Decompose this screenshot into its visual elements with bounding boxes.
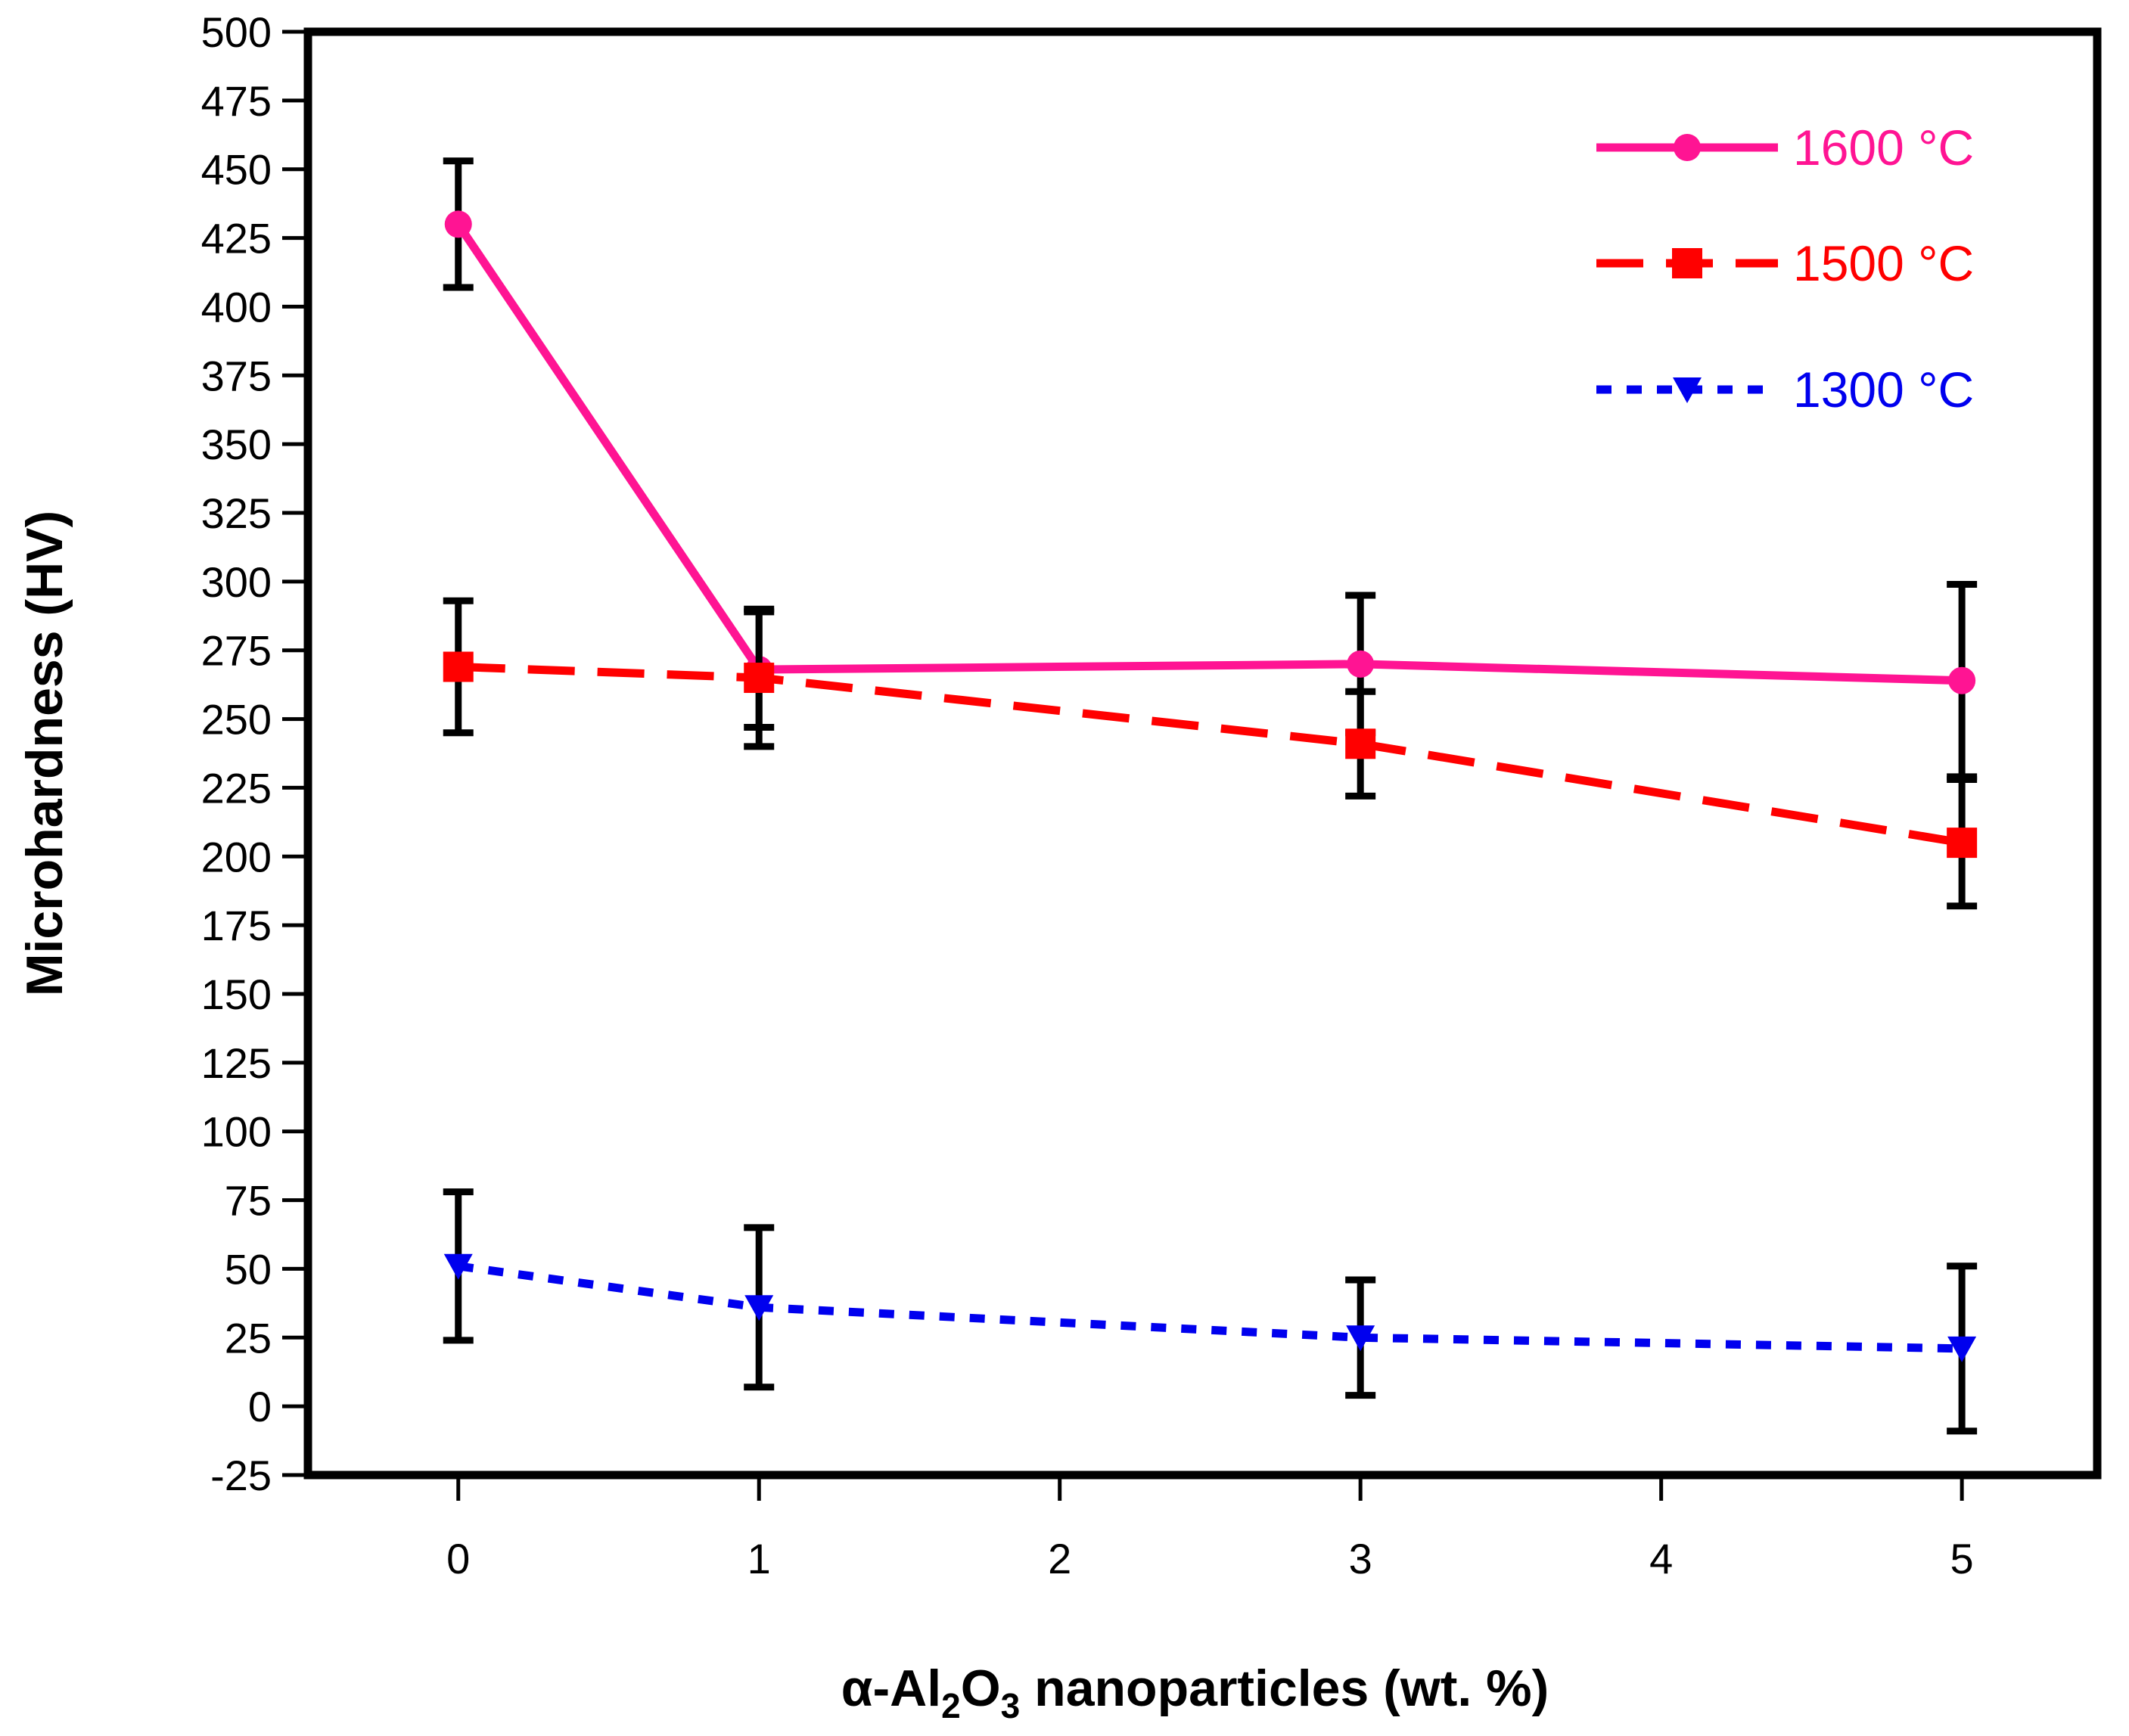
y-tick-label: 500 [201,8,272,56]
data-point [443,651,474,682]
x-tick-label: 4 [1649,1535,1673,1582]
plot-frame [303,27,2102,1480]
y-tick-label: 200 [201,833,272,880]
series-line [457,1262,1963,1353]
y-axis-title: Microhardness (HV) [16,511,73,996]
y-tick-label: 25 [225,1314,272,1362]
y-tick-label: 425 [201,215,272,262]
data-point [1346,1325,1375,1352]
legend-label: 1300 °C [1793,362,1974,418]
x-tick-label: 1 [747,1535,771,1582]
y-tick-label: 125 [201,1039,272,1087]
data-point [1947,828,1978,859]
y-tick-label: 350 [201,421,272,468]
series-line [458,663,1963,847]
legend-item: 1500 °C [1596,235,1974,291]
series-2 [443,1188,1978,1435]
y-tick-label: 475 [201,77,272,125]
y-tick-label: 50 [225,1245,272,1293]
x-axis-title: α-Al2O3 nanoparticles (wt. %) [841,1660,1549,1725]
x-axis: 0 1 2 3 4 5 [446,1475,1974,1582]
y-tick-label: 375 [201,352,272,399]
y-tick-label: 250 [201,696,272,744]
legend-marker [1674,134,1701,161]
data-point [1947,1336,1977,1362]
y-tick-label: -25 [210,1452,272,1499]
data-point [443,1253,473,1280]
data-point [1948,666,1976,694]
x-title-part: O [961,1660,1001,1717]
y-tick-label: 275 [201,627,272,675]
data-point [1347,650,1375,678]
x-tick-label: 3 [1349,1535,1372,1582]
x-title-part: α-Al [841,1660,941,1717]
y-tick-label: 0 [248,1383,272,1430]
legend-marker [1673,377,1702,403]
legend-item: 1600 °C [1596,120,1974,175]
y-tick-label: 450 [201,146,272,194]
series-layer [443,157,1978,1435]
x-tick-label: 5 [1950,1535,1974,1582]
x-title-part: nanoparticles (wt. %) [1020,1660,1549,1717]
legend-marker [1672,248,1702,278]
x-title-part: 2 [941,1686,961,1725]
y-tick-label: 100 [201,1108,272,1156]
y-tick-label: 225 [201,764,272,812]
data-point [444,210,472,238]
y-tick-label: 175 [201,902,272,949]
legend-item: 1300 °C [1596,362,1974,418]
y-tick-label: 400 [201,283,272,331]
x-title-part: 3 [1001,1686,1021,1725]
x-tick-label: 2 [1048,1535,1071,1582]
series-1 [443,597,1978,910]
legend-label: 1500 °C [1793,235,1974,291]
y-tick-label: 75 [225,1177,272,1225]
data-point [1345,728,1376,759]
legend: 1600 °C 1500 °C 1300 °C [1596,120,1974,418]
y-tick-label: 150 [201,970,272,1018]
series-0 [443,157,1978,781]
legend-label: 1600 °C [1793,120,1974,175]
y-tick-label: 300 [201,558,272,606]
y-tick-label: 325 [201,489,272,537]
x-tick-label: 0 [446,1535,470,1582]
series-line [455,222,1963,685]
y-axis: -25 0 25 50 75 100 125 150 175 200 225 250 275 300 325… [201,8,308,1499]
data-point [744,1295,774,1321]
data-point [744,663,775,694]
